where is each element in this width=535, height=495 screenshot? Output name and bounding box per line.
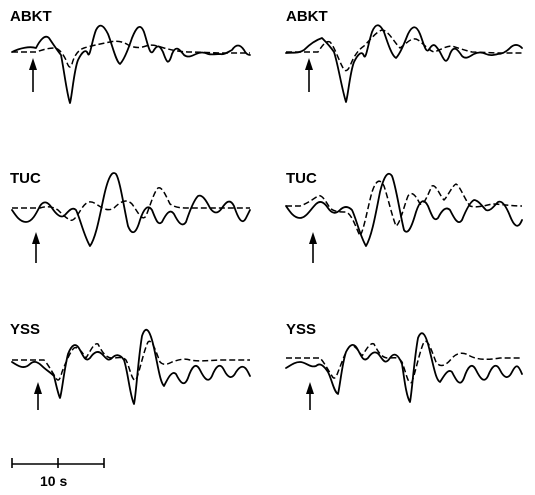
- observed-waveform: [11, 328, 251, 405]
- observed-waveform: [285, 172, 523, 247]
- station-label: ABKT: [286, 8, 328, 25]
- observed-waveform: [285, 332, 523, 403]
- panel-yss-right: YSS: [285, 321, 523, 410]
- synthetic-waveform: [12, 40, 250, 68]
- scale-bar-label: 10 s: [40, 473, 67, 489]
- observed-waveform: [11, 172, 251, 247]
- synthetic-waveform: [286, 180, 523, 237]
- panel-abkt-right: ABKT: [285, 8, 523, 103]
- onset-arrow: [32, 232, 40, 263]
- onset-arrow: [306, 382, 314, 410]
- onset-arrow: [29, 58, 37, 92]
- synthetic-waveform: [12, 187, 250, 222]
- synthetic-waveform: [12, 340, 250, 381]
- observed-waveform: [11, 24, 251, 104]
- observed-waveform: [285, 24, 523, 103]
- synthetic-waveform: [286, 340, 522, 384]
- station-label: ABKT: [10, 8, 52, 25]
- station-label: TUC: [10, 170, 41, 187]
- station-label: YSS: [286, 321, 316, 338]
- onset-arrow: [309, 232, 317, 263]
- panel-yss-left: YSS: [10, 321, 251, 410]
- time-scale-bar: 10 s: [11, 458, 105, 489]
- station-label: YSS: [10, 321, 40, 338]
- onset-arrow: [34, 382, 42, 410]
- panel-abkt-left: ABKT: [10, 8, 251, 104]
- station-label: TUC: [286, 170, 317, 187]
- onset-arrow: [305, 58, 313, 92]
- panel-tuc-left: TUC: [10, 170, 251, 263]
- panel-tuc-right: TUC: [285, 170, 523, 263]
- synthetic-waveform: [286, 29, 522, 72]
